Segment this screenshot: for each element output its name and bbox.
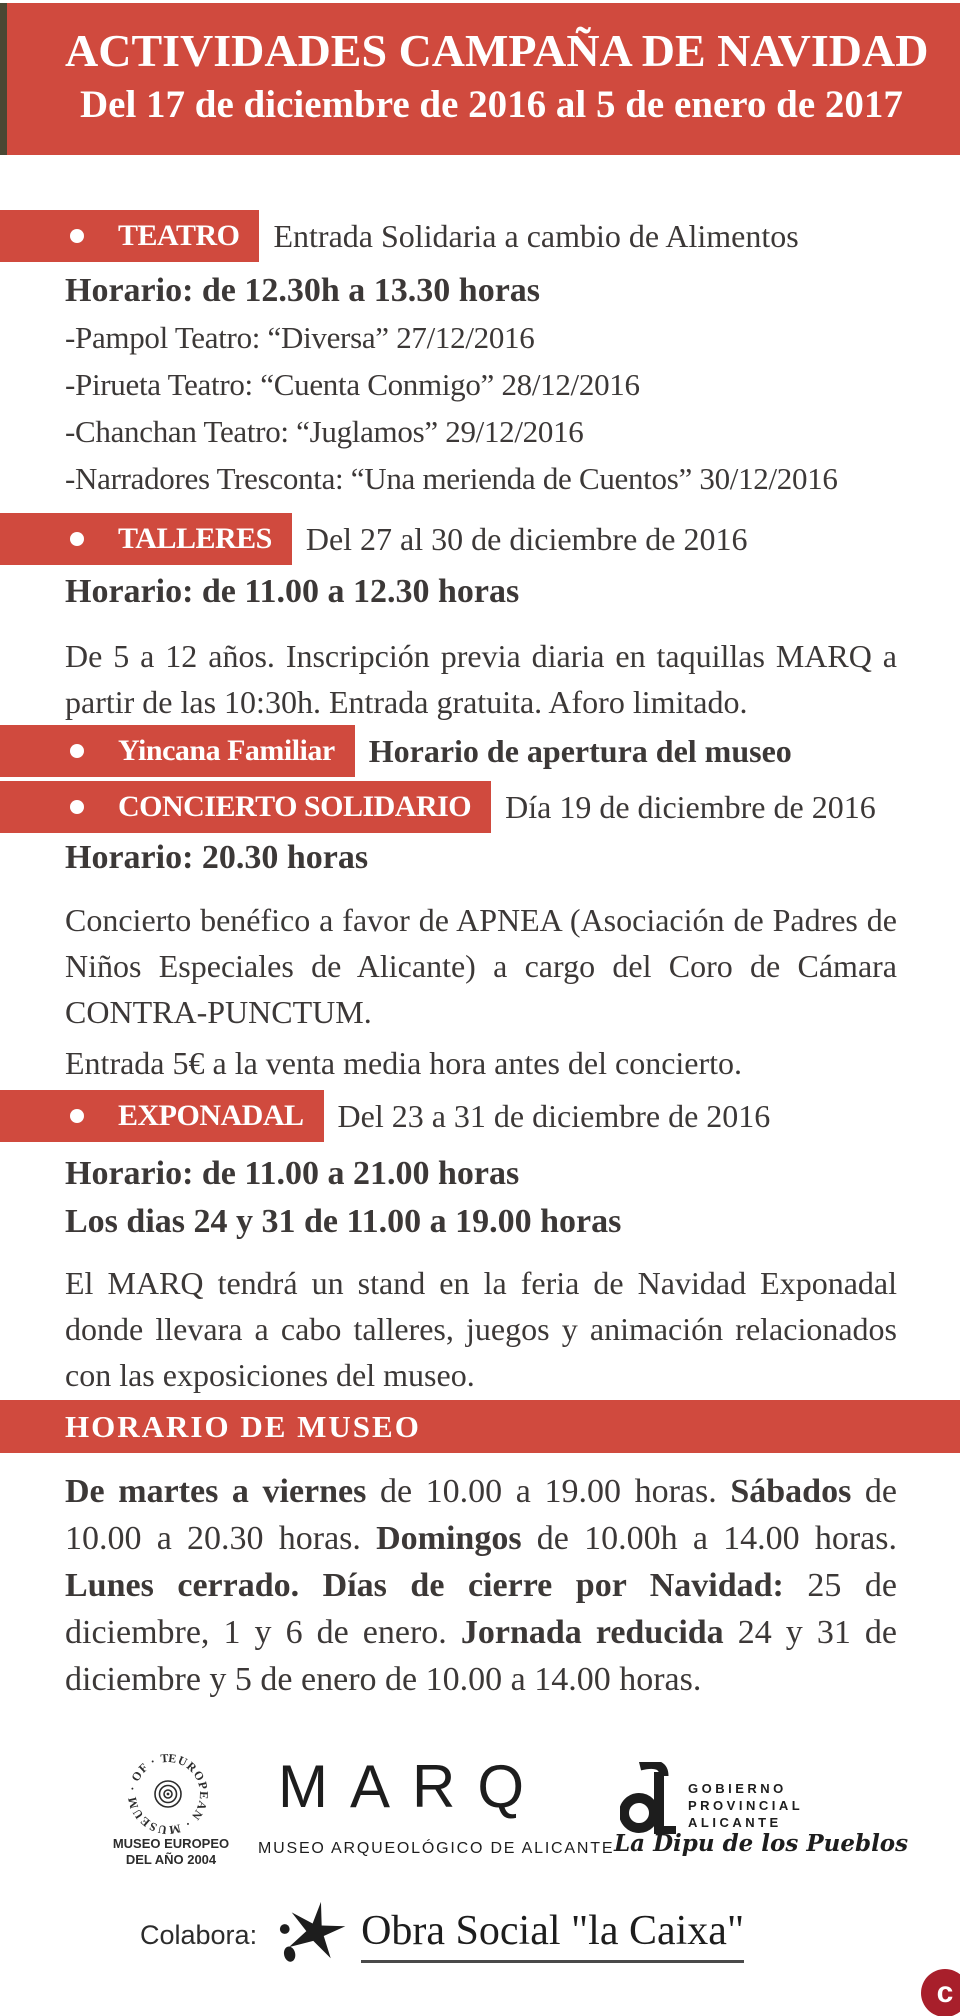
exponadal-note: El MARQ tendrá un stand en la feria de N… bbox=[65, 1265, 897, 1393]
header-banner: ACTIVIDADES CAMPAÑA DE NAVIDAD Del 17 de… bbox=[0, 3, 960, 155]
exponadal-label: EXPONADAL bbox=[118, 1099, 304, 1132]
gobierno-line2: PROVINCIAL bbox=[688, 1798, 804, 1813]
museo-seg-3: Sábados bbox=[730, 1473, 865, 1510]
la-caixa-star-icon bbox=[279, 1901, 346, 1962]
museo-seg-8: Días de cierre por Navidad: bbox=[322, 1567, 808, 1604]
gobierno-text-lines: GOBIERNO PROVINCIAL ALICANTE bbox=[688, 1780, 803, 1831]
talleres-horario: Horario: de 11.00 a 12.30 horas bbox=[65, 573, 520, 610]
exponadal-horario-1: Horario: de 11.00 a 21.00 horas bbox=[65, 1155, 520, 1192]
museo-seg-2: de 10.00 a 19.00 horas. bbox=[379, 1473, 731, 1510]
bullet-icon bbox=[70, 532, 84, 546]
concierto-note: Concierto benéfico a favor de APNEA (Aso… bbox=[65, 902, 897, 1030]
section-row-yincana: Yincana Familiar Horario de apertura del… bbox=[0, 725, 792, 777]
section-row-concierto: CONCIERTO SOLIDARIO Día 19 de diciembre … bbox=[0, 781, 876, 833]
emya-caption-line2: DEL AÑO 2004 bbox=[125, 1852, 217, 1867]
teatro-item-2: -Pirueta Teatro: “Cuenta Conmigo” 28/12/… bbox=[65, 367, 640, 402]
bullet-icon bbox=[70, 744, 84, 758]
talleres-note: De 5 a 12 años. Inscripción previa diari… bbox=[65, 638, 897, 720]
museo-seg-7: Lunes cerrado. bbox=[65, 1567, 323, 1604]
exponadal-after-text: Del 23 a 31 de diciembre de 2016 bbox=[337, 1097, 771, 1134]
marq-logo-wordmark: MARQ bbox=[278, 1753, 546, 1820]
museo-red-bar: HORARIO DE MUSEO bbox=[0, 1400, 960, 1453]
museo-seg-1: De martes a viernes bbox=[65, 1473, 380, 1510]
talleres-label: TALLERES bbox=[118, 522, 272, 555]
gobierno-line3: ALICANTE bbox=[688, 1815, 782, 1830]
european-museum-year-logo: EUROPEAN · MUSEUM · OF · THE · YEAR · bbox=[126, 1752, 210, 1836]
concierto-after-text: Día 19 de diciembre de 2016 bbox=[505, 788, 876, 825]
page-title: ACTIVIDADES CAMPAÑA DE NAVIDAD bbox=[65, 25, 929, 76]
corner-glyph: c bbox=[936, 1976, 954, 2009]
gobierno-line1: GOBIERNO bbox=[688, 1781, 787, 1796]
teatro-item-1: -Pampol Teatro: “Diversa” 27/12/2016 bbox=[65, 320, 535, 355]
bullet-icon bbox=[70, 800, 84, 814]
bullet-icon bbox=[70, 1109, 84, 1123]
page-subtitle: Del 17 de diciembre de 2016 al 5 de ener… bbox=[80, 83, 903, 126]
obra-social-la-caixa-wordmark: Obra Social "la Caixa" bbox=[361, 1909, 745, 1963]
header-left-strip bbox=[0, 3, 7, 155]
concierto-label: CONCIERTO SOLIDARIO bbox=[118, 790, 472, 823]
exponadal-horario-2: Los dias 24 y 31 de 11.00 a 19.00 horas bbox=[65, 1203, 622, 1240]
exponadal-red-bar: EXPONADAL bbox=[0, 1090, 324, 1142]
concierto-horario: Horario: 20.30 horas bbox=[65, 839, 369, 876]
section-row-talleres: TALLERES Del 27 al 30 de diciembre de 20… bbox=[0, 513, 747, 565]
bullet-icon bbox=[70, 229, 84, 243]
corner-circle-logo: c bbox=[921, 1969, 960, 2016]
talleres-red-bar: TALLERES bbox=[0, 513, 292, 565]
museo-seg-9: 25 de diciembre, 1 y 6 de enero. bbox=[65, 1567, 898, 1651]
section-row-teatro: TEATRO Entrada Solidaria a cambio de Ali… bbox=[0, 210, 799, 262]
museo-seg-4: de 10.00 a 20.30 horas. bbox=[65, 1473, 898, 1557]
marq-logo-caption: MUSEO ARQUEOLÓGICO DE ALICANTE bbox=[258, 1840, 615, 1857]
talleres-after-text: Del 27 al 30 de diciembre de 2016 bbox=[305, 520, 748, 557]
museo-seg-10: Jornada reducida bbox=[460, 1614, 738, 1651]
dipu-a-glyph-icon bbox=[620, 1762, 676, 1834]
yincana-after-text: Horario de apertura del museo bbox=[368, 732, 792, 769]
teatro-label: TEATRO bbox=[118, 219, 240, 252]
museo-seg-5: Domingos bbox=[376, 1520, 537, 1557]
teatro-item-3: -Chanchan Teatro: “Juglamos” 29/12/2016 bbox=[65, 414, 584, 449]
section-row-exponadal: EXPONADAL Del 23 a 31 de diciembre de 20… bbox=[0, 1090, 770, 1142]
museo-label: HORARIO DE MUSEO bbox=[65, 1408, 421, 1444]
colabora-label: Colabora: bbox=[140, 1920, 258, 1950]
emya-caption: MUSEO EUROPEO DEL AÑO 2004 bbox=[96, 1836, 246, 1868]
museo-seg-6: de 10.00h a 14.00 horas. bbox=[536, 1520, 897, 1557]
teatro-after-text: Entrada Solidaria a cambio de Alimentos bbox=[273, 217, 799, 254]
emya-caption-line1: MUSEO EUROPEO bbox=[112, 1836, 230, 1851]
teatro-red-bar: TEATRO bbox=[0, 210, 260, 262]
teatro-horario: Horario: de 12.30h a 13.30 horas bbox=[65, 272, 541, 309]
teatro-item-4: -Narradores Tresconta: “Una merienda de … bbox=[65, 461, 838, 496]
yincana-label: Yincana Familiar bbox=[118, 734, 335, 767]
yincana-red-bar: Yincana Familiar bbox=[0, 725, 355, 777]
museo-hours-paragraph: De martes a viernes de 10.00 a 19.00 hor… bbox=[65, 1468, 897, 1703]
concierto-red-bar: CONCIERTO SOLIDARIO bbox=[0, 781, 492, 833]
museo-seg-11: 24 y 31 de diciembre y 5 de enero de 10.… bbox=[65, 1614, 897, 1698]
dipu-tagline: La Dipu de los Pueblos bbox=[614, 1830, 909, 1857]
colabora-row: Colabora: Obra Social "la Caixa" bbox=[140, 1898, 745, 1973]
concierto-entrada-note: Entrada 5€ a la venta media hora antes d… bbox=[65, 1045, 743, 1081]
